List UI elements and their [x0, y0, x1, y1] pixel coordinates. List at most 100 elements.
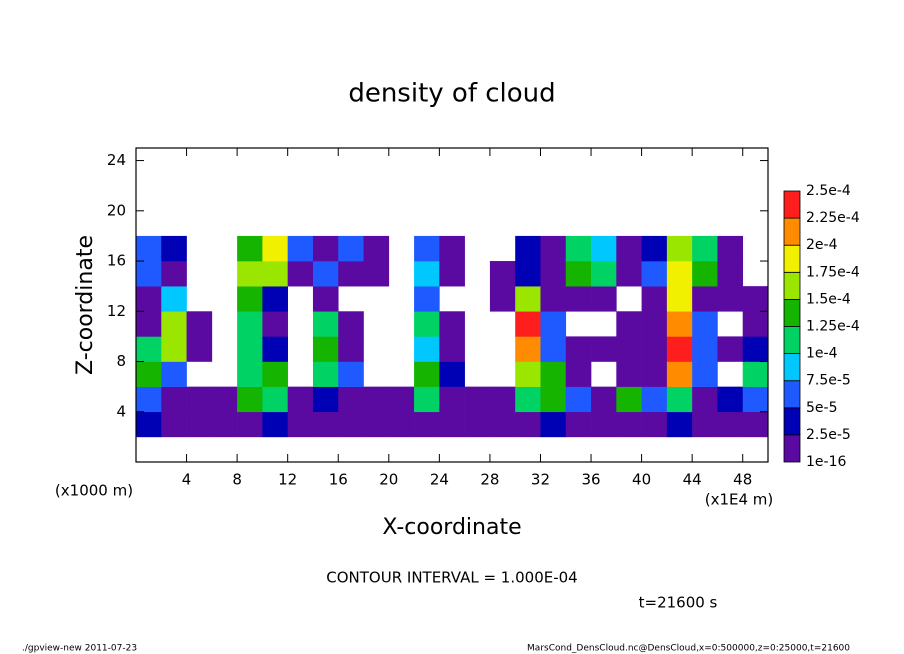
cell: [616, 336, 642, 362]
cell: [489, 286, 516, 312]
cell: [565, 411, 592, 438]
cell: [439, 261, 465, 287]
cell: [287, 261, 314, 287]
contour-note: CONTOUR INTERVAL = 1.000E-04: [326, 569, 577, 587]
cell: [464, 411, 491, 438]
y-tick-label: 4: [116, 402, 126, 420]
cell: [540, 235, 567, 262]
cell: [186, 386, 213, 413]
cell: [136, 361, 162, 387]
cell: [161, 311, 187, 337]
cell: [439, 336, 465, 362]
cell: [338, 311, 364, 337]
cell: [237, 411, 263, 438]
cell: [338, 386, 364, 413]
cell: [692, 411, 718, 438]
cell: [161, 235, 187, 262]
cell: [262, 261, 288, 287]
cell: [338, 235, 364, 262]
cell: [540, 261, 567, 287]
cell: [616, 361, 642, 387]
cell: [439, 386, 465, 413]
cell: [565, 235, 592, 262]
cell: [338, 336, 364, 362]
cell: [237, 311, 263, 337]
colorbar-box: [783, 407, 801, 436]
y-axis-label: Z-coordinate: [73, 235, 98, 375]
cell: [262, 336, 288, 362]
cell: [312, 336, 339, 362]
cell: [338, 261, 364, 287]
cell: [237, 286, 263, 312]
cell: [414, 386, 440, 413]
cell: [515, 311, 541, 337]
colorbar-box: [783, 298, 801, 327]
x-tick-label: 8: [232, 471, 242, 489]
cell: [312, 286, 339, 312]
cell: [338, 361, 364, 387]
cell: [641, 411, 668, 438]
x-tick-label: 36: [581, 471, 600, 489]
cell: [414, 261, 440, 287]
cell: [666, 235, 693, 262]
colorbar-label: 2.25e-4: [806, 210, 860, 226]
cell: [262, 286, 288, 312]
cell: [439, 361, 465, 387]
cell: [717, 386, 744, 413]
x-tick-label: 32: [531, 471, 550, 489]
cell: [717, 261, 744, 287]
cell: [237, 361, 263, 387]
cell: [186, 411, 213, 438]
cell: [717, 336, 744, 362]
cell: [262, 386, 288, 413]
colorbar-box: [783, 353, 801, 382]
colorbar-box: [783, 271, 801, 300]
cell: [742, 286, 769, 312]
cell: [591, 386, 617, 413]
cell: [692, 361, 718, 387]
cell: [363, 235, 390, 262]
colorbar-label: 2.5e-4: [806, 183, 851, 199]
cell: [161, 386, 187, 413]
cell: [515, 411, 541, 438]
cell: [591, 286, 617, 312]
cell: [161, 411, 187, 438]
chart-title: density of cloud: [348, 79, 555, 109]
cell: [666, 286, 693, 312]
cell: [666, 261, 693, 287]
cell: [515, 261, 541, 287]
cell: [641, 261, 668, 287]
cell: [489, 386, 516, 413]
x-tick-label: 16: [329, 471, 348, 489]
cell: [287, 411, 314, 438]
cell: [136, 286, 162, 312]
colorbar-box: [783, 326, 801, 355]
colorbar-label: 1.5e-4: [806, 291, 851, 307]
cell: [540, 286, 567, 312]
cell: [237, 261, 263, 287]
cell: [515, 336, 541, 362]
footer-left: ./gpview-new 2011-07-23: [22, 644, 137, 654]
cell: [540, 336, 567, 362]
cell: [742, 361, 769, 387]
x-tick-label: 48: [733, 471, 752, 489]
cell: [742, 386, 769, 413]
cell: [692, 286, 718, 312]
y-tick-label: 12: [107, 302, 126, 320]
cell: [211, 386, 238, 413]
cell: [565, 336, 592, 362]
cell: [616, 261, 642, 287]
cell: [666, 311, 693, 337]
cell: [186, 311, 213, 337]
colorbar-box: [783, 434, 801, 463]
cell: [388, 411, 415, 438]
cell: [666, 411, 693, 438]
cell: [515, 286, 541, 312]
cell: [439, 411, 465, 438]
cell: [312, 311, 339, 337]
cell: [515, 235, 541, 262]
cell: [540, 386, 567, 413]
cell: [717, 235, 744, 262]
cell: [262, 311, 288, 337]
cell: [237, 386, 263, 413]
